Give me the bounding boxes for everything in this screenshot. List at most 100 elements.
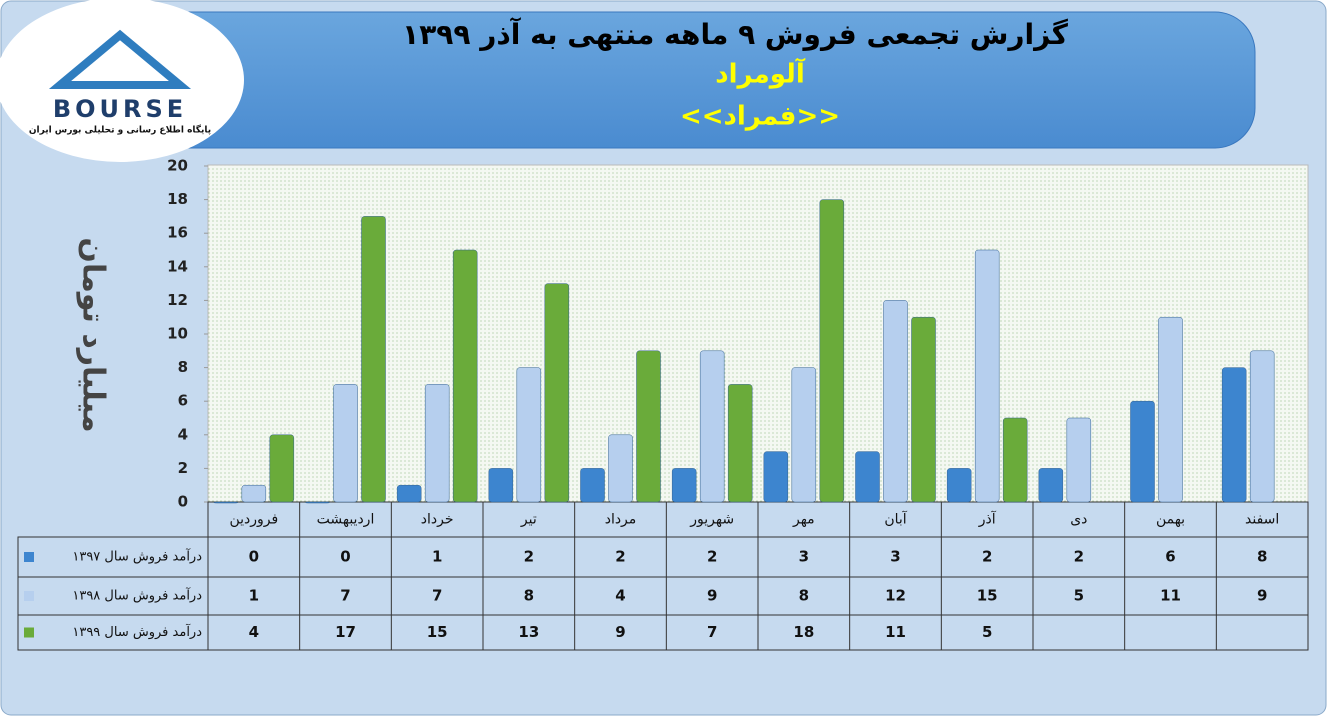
table-value: 3 xyxy=(890,548,900,566)
chart-title: گزارش تجمعی فروش ۹ ماهه منتهی به آذر ۱۳۹… xyxy=(402,17,1068,51)
x-tick-label: مهر xyxy=(792,512,815,528)
bar xyxy=(883,300,908,503)
bar xyxy=(1249,350,1275,503)
table-value: 12 xyxy=(885,587,906,605)
bar xyxy=(269,434,295,503)
table-value: 15 xyxy=(427,623,448,641)
table-value: 5 xyxy=(982,623,992,641)
bar xyxy=(241,484,267,503)
x-tick-label: دی xyxy=(1070,512,1087,528)
table-value: 2 xyxy=(707,548,717,566)
y-tick-label: 12 xyxy=(167,291,188,309)
table-value: 2 xyxy=(982,548,992,566)
table-value: 8 xyxy=(1257,548,1267,566)
y-tick-label: 2 xyxy=(178,459,188,477)
bar xyxy=(1130,400,1155,503)
bar xyxy=(671,468,697,503)
logo-background xyxy=(0,0,244,162)
bar xyxy=(1158,316,1183,503)
table-value: 5 xyxy=(1074,587,1084,605)
bar xyxy=(396,484,422,503)
chart-subtitle: آلومراد xyxy=(715,58,806,90)
table-value: 11 xyxy=(885,623,906,641)
x-tick-label: تیر xyxy=(520,512,537,528)
legend-label: درآمد فروش سال ۱۳۹۷ xyxy=(72,548,202,565)
bar xyxy=(727,384,753,503)
legend-swatch xyxy=(24,552,34,562)
legend-label: درآمد فروش سال ۱۳۹۹ xyxy=(72,623,202,640)
bar xyxy=(819,199,845,503)
bar xyxy=(791,367,817,503)
y-tick-label: 6 xyxy=(178,392,188,410)
logo-tagline: پایگاه اطلاع رسانی و تحلیلی بورس ایران xyxy=(29,124,211,136)
y-tick-label: 16 xyxy=(167,224,188,242)
table-value: 0 xyxy=(340,548,350,566)
bar xyxy=(333,384,358,503)
x-tick-label: خرداد xyxy=(421,512,454,528)
bar xyxy=(1066,417,1092,503)
table-value: 17 xyxy=(335,623,356,641)
bar xyxy=(636,350,661,503)
table-value: 1 xyxy=(432,548,442,566)
y-tick-label: 0 xyxy=(178,493,188,511)
bar xyxy=(452,249,478,503)
table-value: 4 xyxy=(615,587,625,605)
x-tick-label: فروردین xyxy=(229,512,278,528)
table-value: 4 xyxy=(249,623,259,641)
bar xyxy=(516,367,542,503)
bar xyxy=(608,434,633,503)
bar xyxy=(974,249,1000,503)
y-tick-label: 18 xyxy=(167,190,188,208)
y-tick-label: 14 xyxy=(167,257,188,275)
bar xyxy=(855,451,880,503)
y-tick-label: 20 xyxy=(167,157,188,175)
table-value: 18 xyxy=(793,623,814,641)
y-tick-label: 10 xyxy=(167,325,188,343)
bar xyxy=(763,451,789,503)
table-value: 3 xyxy=(799,548,809,566)
y-tick-label: 8 xyxy=(178,358,188,376)
table-value: 7 xyxy=(707,623,717,641)
x-tick-label: بهمن xyxy=(1156,512,1185,528)
logo-mark xyxy=(48,29,192,89)
symbol: <<فمراد>> xyxy=(680,102,840,132)
table-value: 7 xyxy=(340,587,350,605)
bar xyxy=(946,468,972,503)
table-value: 1 xyxy=(249,587,259,605)
table-value: 15 xyxy=(977,587,998,605)
bar xyxy=(544,283,570,503)
table-value: 8 xyxy=(799,587,809,605)
table-value: 9 xyxy=(1257,587,1267,605)
bar xyxy=(1221,367,1247,503)
bar xyxy=(305,501,330,504)
table-value: 2 xyxy=(524,548,534,566)
legend-swatch xyxy=(24,627,34,638)
bar xyxy=(424,384,450,503)
bar xyxy=(1002,417,1028,503)
bar xyxy=(488,468,514,503)
bar xyxy=(699,350,725,503)
table-value: 2 xyxy=(1074,548,1084,566)
table-value: 9 xyxy=(615,623,625,641)
bar xyxy=(911,316,936,503)
legend-swatch xyxy=(24,591,34,601)
table-value: 8 xyxy=(524,587,534,605)
legend-label: درآمد فروش سال ۱۳۹۸ xyxy=(72,587,202,604)
table-value: 11 xyxy=(1160,587,1181,605)
y-axis-label: میلیارد تومان xyxy=(76,237,111,432)
x-tick-label: شهریور xyxy=(689,512,734,528)
logo-name: BOURSE xyxy=(53,95,187,123)
bar xyxy=(361,216,386,503)
table-value: 9 xyxy=(707,587,717,605)
x-tick-label: آبان xyxy=(884,511,907,528)
bar xyxy=(580,468,605,503)
table-value: 6 xyxy=(1165,548,1175,566)
x-tick-label: مرداد xyxy=(605,512,637,528)
bar xyxy=(213,501,239,504)
y-tick-label: 4 xyxy=(178,425,188,443)
table-value: 0 xyxy=(249,548,259,566)
table-value: 7 xyxy=(432,587,442,605)
bar xyxy=(1038,468,1064,503)
plot-area xyxy=(207,164,1309,503)
